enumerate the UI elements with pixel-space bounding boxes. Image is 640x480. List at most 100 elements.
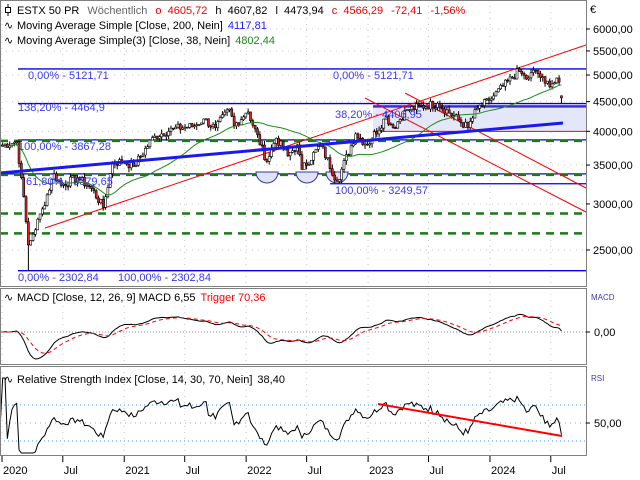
candle-body bbox=[424, 106, 428, 109]
rsi-legend[interactable]: ∿ Relative Strength Index [Close, 14, 30… bbox=[4, 374, 285, 386]
candle-body bbox=[440, 107, 444, 110]
candle-body bbox=[405, 109, 409, 111]
candle-body bbox=[99, 199, 103, 204]
candle-body bbox=[539, 73, 542, 78]
candle-body bbox=[101, 199, 105, 208]
candle-body bbox=[218, 117, 222, 122]
candle-body bbox=[387, 116, 390, 125]
candle-body bbox=[300, 154, 304, 170]
y-tick-label: 2500,00 bbox=[593, 245, 633, 257]
candle-body bbox=[398, 119, 402, 123]
ma38-line bbox=[7, 84, 562, 196]
candle-body bbox=[57, 180, 61, 183]
candle-body bbox=[66, 185, 70, 188]
candle-body bbox=[17, 141, 21, 164]
candle-body bbox=[555, 77, 559, 84]
svg-text:Moving Average Simple(3) [Clo: Moving Average Simple(3) [Close, 38, Nei… bbox=[17, 35, 275, 47]
price-axis[interactable]: 6000,00 5500,00 5000,00 4500,00 4000,00 3500,… bbox=[586, 24, 633, 257]
candle-body bbox=[471, 117, 474, 122]
candle-body bbox=[286, 148, 290, 157]
candle-body bbox=[419, 104, 423, 107]
rsi-axis-tick: 50,00 bbox=[594, 418, 622, 430]
uptrend-line bbox=[44, 44, 587, 229]
candle-body bbox=[216, 121, 220, 129]
candle-body bbox=[527, 77, 531, 80]
x-tick-label: Jul bbox=[186, 465, 200, 477]
candle-body bbox=[466, 121, 470, 128]
rsi-value: 38,40 bbox=[257, 374, 285, 386]
candle-body bbox=[415, 103, 418, 110]
candle-body bbox=[127, 163, 131, 169]
candle-body bbox=[433, 107, 437, 109]
fib-label: 0,00% - 5121,71 bbox=[333, 70, 414, 82]
candle-body bbox=[438, 102, 442, 109]
candle-body bbox=[366, 143, 369, 146]
candle-body bbox=[188, 123, 192, 128]
x-tick-label: 2020 bbox=[3, 465, 27, 477]
candle-body bbox=[464, 121, 467, 128]
candle-body bbox=[450, 112, 453, 116]
candle-body bbox=[230, 108, 234, 117]
candle-body bbox=[242, 116, 245, 121]
candle-body bbox=[525, 74, 528, 80]
trigger-value: Trigger 70,36 bbox=[201, 292, 266, 304]
candle-body bbox=[195, 124, 199, 127]
candle-body bbox=[459, 119, 463, 123]
candle-body bbox=[162, 133, 166, 137]
candle-body bbox=[148, 139, 152, 147]
ma200-legend[interactable]: ∿ Moving Average Simple [Close, 200, Nei… bbox=[4, 20, 267, 32]
candle-body bbox=[36, 218, 40, 231]
candle-body bbox=[468, 121, 472, 128]
candle-body bbox=[87, 185, 91, 187]
candle-body bbox=[73, 175, 77, 183]
candle-body bbox=[560, 95, 563, 99]
panel-frames bbox=[0, 0, 587, 456]
y-tick-label: 3000,00 bbox=[593, 199, 633, 211]
svg-text:MACD [Close, 12, 26, 9] MACD: MACD [Close, 12, 26, 9] MACD 6,55 Trigger… bbox=[17, 292, 266, 304]
candle-body bbox=[71, 175, 75, 178]
candle-body bbox=[256, 128, 259, 135]
candle-body bbox=[209, 125, 213, 128]
candle-body bbox=[461, 122, 465, 128]
candle-body bbox=[97, 197, 100, 204]
candle-body bbox=[48, 189, 51, 196]
candle-body bbox=[265, 159, 269, 162]
candle-body bbox=[447, 109, 451, 114]
x-tick-label: 2024 bbox=[491, 465, 515, 477]
candle-body bbox=[478, 104, 481, 109]
candle-body bbox=[499, 85, 502, 90]
rsi-trendline[interactable] bbox=[377, 403, 563, 437]
candle-body bbox=[279, 140, 283, 146]
candle-body bbox=[340, 168, 343, 181]
y-tick-label: 6000,00 bbox=[593, 24, 633, 36]
x-tick-label: Jul bbox=[430, 465, 444, 477]
candle-body bbox=[50, 179, 54, 191]
time-axis[interactable]: 2020 Jul 2021 Jul 2022 Jul 2023 Jul 2024 Jul bbox=[1, 456, 566, 477]
candle-body bbox=[553, 82, 556, 85]
fib-label: 0,00% - 2302,84 bbox=[18, 272, 99, 284]
candle-body bbox=[183, 126, 187, 129]
candle-body bbox=[335, 179, 339, 182]
downtrend-line bbox=[364, 97, 587, 213]
candle-body bbox=[314, 149, 318, 153]
candle-body bbox=[200, 122, 203, 125]
candle-body bbox=[520, 71, 524, 74]
candle-body bbox=[115, 163, 119, 166]
change-pct: -1,56% bbox=[430, 5, 465, 17]
high-label: h bbox=[215, 5, 221, 17]
candle-body bbox=[485, 98, 488, 100]
candle-body bbox=[522, 73, 526, 76]
candle-body bbox=[375, 131, 379, 135]
candle-body bbox=[1, 145, 4, 147]
macd-legend[interactable]: ∿ MACD [Close, 12, 26, 9] MACD 6,55 Trigg… bbox=[4, 292, 266, 304]
fib-label: 0,00% - 5121,71 bbox=[28, 70, 109, 82]
candle-body bbox=[429, 101, 432, 110]
ma38-legend[interactable]: ∿ Moving Average Simple(3) [Close, 38, N… bbox=[4, 35, 275, 47]
y-tick-label: 4000,00 bbox=[593, 126, 633, 138]
price-legend[interactable]: ESTX 50 PR Wöchentlich o 4605,72 h 4607,… bbox=[5, 4, 466, 17]
candle-body bbox=[354, 133, 358, 145]
candle-body bbox=[165, 135, 168, 137]
pattern-circle bbox=[295, 171, 319, 184]
candle-body bbox=[41, 208, 44, 215]
